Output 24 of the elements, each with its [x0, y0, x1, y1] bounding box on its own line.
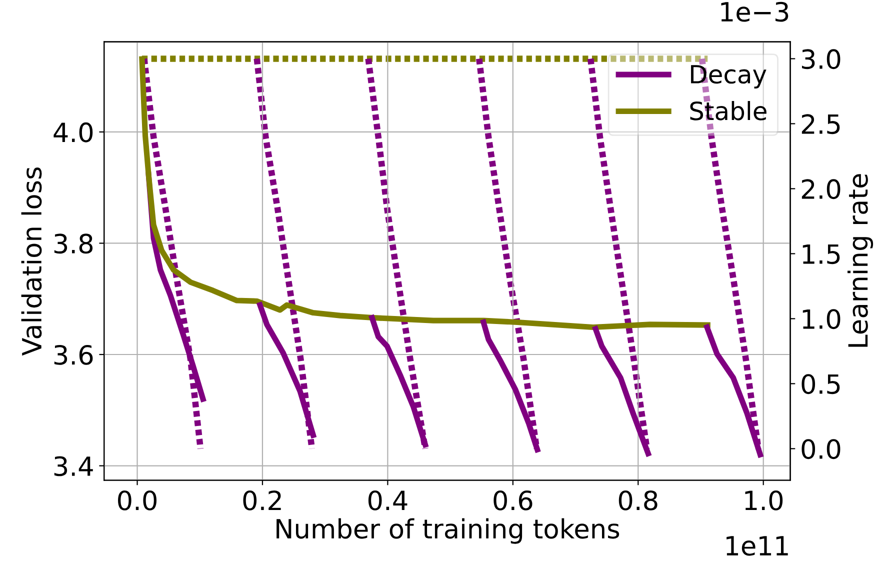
y-tick-label: 3.4 [54, 456, 93, 476]
y-tick-label: 4.0 [54, 122, 93, 142]
x-tick-label: 0.0 [118, 490, 156, 510]
x-axis-title: Number of training tokens [276, 518, 620, 544]
y-axis-title: Validation loss [21, 167, 42, 356]
x-tick-label: 0.4 [368, 490, 408, 510]
x-tick-label: 0.6 [494, 490, 532, 510]
x-tick-label: 0.2 [243, 490, 281, 510]
legend-label: Decay [691, 65, 766, 89]
y2-tick-label: 1.5 [802, 244, 840, 264]
y2-tick-label: 2.0 [802, 179, 840, 200]
y2-tick-label: 1.0 [802, 309, 840, 330]
x-tick-label: 1.0 [745, 490, 783, 510]
text: 1e−3 [721, 2, 788, 22]
y2-tick-label: 2.5 [802, 114, 840, 134]
legend-label: Stable [690, 101, 766, 120]
y2-axis-title: Learning rate [848, 174, 874, 347]
x-tick-label: 0.8 [618, 490, 658, 510]
y2-tick-label: 3.0 [802, 49, 840, 70]
y-tick-label: 3.6 [54, 344, 93, 365]
y-tick-label: 3.8 [54, 234, 93, 254]
y2-tick-label: 0.0 [802, 439, 840, 460]
y2-tick-label: 0.5 [802, 374, 840, 394]
text: 1e11 [726, 536, 788, 556]
